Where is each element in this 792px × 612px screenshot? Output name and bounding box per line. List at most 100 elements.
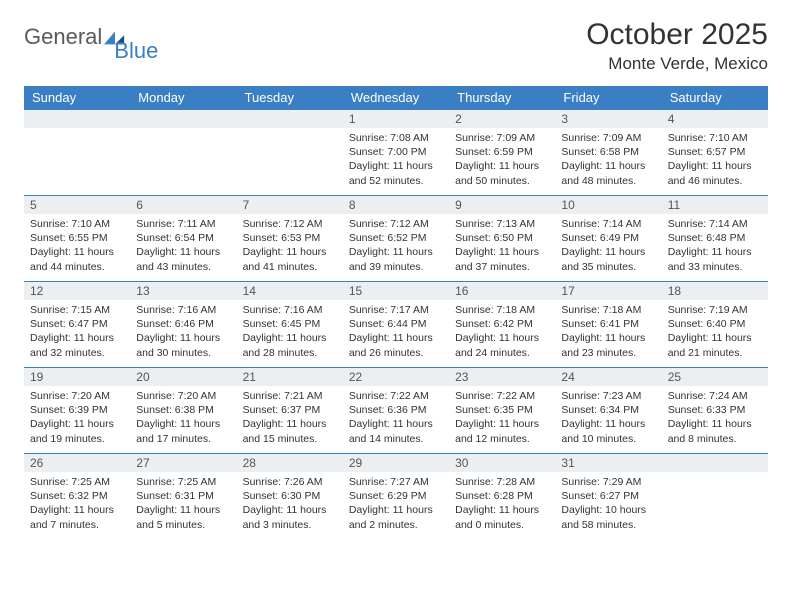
day-details — [24, 128, 130, 137]
calendar-day-cell: 21Sunrise: 7:21 AMSunset: 6:37 PMDayligh… — [237, 367, 343, 453]
day-details: Sunrise: 7:12 AMSunset: 6:52 PMDaylight:… — [343, 214, 449, 280]
day-detail-line: Sunset: 6:32 PM — [30, 489, 124, 503]
day-detail-line: and 0 minutes. — [455, 518, 549, 532]
day-detail-line: Sunset: 6:44 PM — [349, 317, 443, 331]
calendar-day-cell: 22Sunrise: 7:22 AMSunset: 6:36 PMDayligh… — [343, 367, 449, 453]
day-detail-line: Sunset: 6:48 PM — [668, 231, 762, 245]
day-details: Sunrise: 7:17 AMSunset: 6:44 PMDaylight:… — [343, 300, 449, 366]
day-detail-line: Daylight: 11 hours — [668, 159, 762, 173]
calendar-header-row: Sunday Monday Tuesday Wednesday Thursday… — [24, 86, 768, 109]
day-detail-line: Sunrise: 7:12 AM — [243, 217, 337, 231]
day-detail-line: Sunset: 6:30 PM — [243, 489, 337, 503]
day-detail-line: Sunset: 6:42 PM — [455, 317, 549, 331]
day-number: 28 — [237, 453, 343, 472]
day-details: Sunrise: 7:19 AMSunset: 6:40 PMDaylight:… — [662, 300, 768, 366]
day-number: 12 — [24, 281, 130, 300]
day-detail-line: Sunrise: 7:09 AM — [561, 131, 655, 145]
day-details: Sunrise: 7:25 AMSunset: 6:32 PMDaylight:… — [24, 472, 130, 538]
calendar-day-cell: 1Sunrise: 7:08 AMSunset: 7:00 PMDaylight… — [343, 109, 449, 195]
day-number: 18 — [662, 281, 768, 300]
day-detail-line: and 44 minutes. — [30, 260, 124, 274]
day-number: 4 — [662, 109, 768, 128]
day-details: Sunrise: 7:14 AMSunset: 6:49 PMDaylight:… — [555, 214, 661, 280]
calendar-day-cell: 27Sunrise: 7:25 AMSunset: 6:31 PMDayligh… — [130, 453, 236, 539]
day-detail-line: Daylight: 11 hours — [668, 245, 762, 259]
calendar-day-cell: 30Sunrise: 7:28 AMSunset: 6:28 PMDayligh… — [449, 453, 555, 539]
day-details: Sunrise: 7:26 AMSunset: 6:30 PMDaylight:… — [237, 472, 343, 538]
day-detail-line: and 30 minutes. — [136, 346, 230, 360]
calendar-day-cell: 12Sunrise: 7:15 AMSunset: 6:47 PMDayligh… — [24, 281, 130, 367]
day-detail-line: Sunset: 6:50 PM — [455, 231, 549, 245]
calendar-week-row: 26Sunrise: 7:25 AMSunset: 6:32 PMDayligh… — [24, 453, 768, 539]
day-detail-line: Sunrise: 7:18 AM — [561, 303, 655, 317]
day-detail-line: and 21 minutes. — [668, 346, 762, 360]
weekday-header: Sunday — [24, 86, 130, 109]
day-detail-line: Daylight: 11 hours — [243, 331, 337, 345]
day-details: Sunrise: 7:21 AMSunset: 6:37 PMDaylight:… — [237, 386, 343, 452]
day-detail-line: Sunrise: 7:26 AM — [243, 475, 337, 489]
calendar-day-cell: 2Sunrise: 7:09 AMSunset: 6:59 PMDaylight… — [449, 109, 555, 195]
day-detail-line: Daylight: 11 hours — [243, 245, 337, 259]
day-details — [237, 128, 343, 137]
day-detail-line: Daylight: 11 hours — [349, 331, 443, 345]
day-detail-line: Sunrise: 7:10 AM — [668, 131, 762, 145]
day-detail-line: Sunrise: 7:13 AM — [455, 217, 549, 231]
day-detail-line: Daylight: 11 hours — [30, 503, 124, 517]
day-detail-line: Sunset: 6:46 PM — [136, 317, 230, 331]
day-detail-line: Sunrise: 7:25 AM — [136, 475, 230, 489]
day-number — [24, 109, 130, 128]
day-details: Sunrise: 7:25 AMSunset: 6:31 PMDaylight:… — [130, 472, 236, 538]
day-details: Sunrise: 7:20 AMSunset: 6:39 PMDaylight:… — [24, 386, 130, 452]
calendar-day-cell: 4Sunrise: 7:10 AMSunset: 6:57 PMDaylight… — [662, 109, 768, 195]
weekday-header: Monday — [130, 86, 236, 109]
day-number: 8 — [343, 195, 449, 214]
calendar-day-cell: 5Sunrise: 7:10 AMSunset: 6:55 PMDaylight… — [24, 195, 130, 281]
day-number: 24 — [555, 367, 661, 386]
day-detail-line: and 17 minutes. — [136, 432, 230, 446]
day-number: 1 — [343, 109, 449, 128]
day-details: Sunrise: 7:24 AMSunset: 6:33 PMDaylight:… — [662, 386, 768, 452]
day-detail-line: Sunset: 6:37 PM — [243, 403, 337, 417]
day-detail-line: Sunrise: 7:25 AM — [30, 475, 124, 489]
calendar-day-cell: 9Sunrise: 7:13 AMSunset: 6:50 PMDaylight… — [449, 195, 555, 281]
day-detail-line: and 52 minutes. — [349, 174, 443, 188]
day-detail-line: Sunrise: 7:14 AM — [561, 217, 655, 231]
day-number: 14 — [237, 281, 343, 300]
day-details — [662, 472, 768, 481]
day-details: Sunrise: 7:13 AMSunset: 6:50 PMDaylight:… — [449, 214, 555, 280]
day-detail-line: and 8 minutes. — [668, 432, 762, 446]
day-detail-line: Sunset: 6:36 PM — [349, 403, 443, 417]
logo-text-blue: Blue — [114, 38, 158, 64]
day-number: 21 — [237, 367, 343, 386]
day-details: Sunrise: 7:08 AMSunset: 7:00 PMDaylight:… — [343, 128, 449, 194]
day-detail-line: Sunset: 6:41 PM — [561, 317, 655, 331]
day-number: 26 — [24, 453, 130, 472]
day-number: 6 — [130, 195, 236, 214]
day-detail-line: Sunset: 6:29 PM — [349, 489, 443, 503]
day-detail-line: and 41 minutes. — [243, 260, 337, 274]
day-number: 30 — [449, 453, 555, 472]
day-number: 19 — [24, 367, 130, 386]
day-detail-line: Daylight: 11 hours — [243, 503, 337, 517]
day-number: 9 — [449, 195, 555, 214]
day-detail-line: Daylight: 11 hours — [455, 417, 549, 431]
day-detail-line: Sunset: 6:58 PM — [561, 145, 655, 159]
day-detail-line: Sunrise: 7:20 AM — [30, 389, 124, 403]
day-detail-line: Sunset: 6:52 PM — [349, 231, 443, 245]
day-detail-line: Daylight: 11 hours — [561, 245, 655, 259]
calendar-day-cell: 26Sunrise: 7:25 AMSunset: 6:32 PMDayligh… — [24, 453, 130, 539]
day-number: 16 — [449, 281, 555, 300]
calendar-day-cell: 14Sunrise: 7:16 AMSunset: 6:45 PMDayligh… — [237, 281, 343, 367]
day-detail-line: Daylight: 11 hours — [30, 417, 124, 431]
day-detail-line: and 33 minutes. — [668, 260, 762, 274]
day-detail-line: and 23 minutes. — [561, 346, 655, 360]
day-detail-line: Daylight: 11 hours — [455, 503, 549, 517]
day-detail-line: Daylight: 11 hours — [349, 503, 443, 517]
day-number: 17 — [555, 281, 661, 300]
day-detail-line: and 46 minutes. — [668, 174, 762, 188]
day-detail-line: Daylight: 11 hours — [136, 417, 230, 431]
day-details: Sunrise: 7:15 AMSunset: 6:47 PMDaylight:… — [24, 300, 130, 366]
calendar-day-cell — [24, 109, 130, 195]
day-detail-line: Sunset: 6:40 PM — [668, 317, 762, 331]
day-detail-line: Sunrise: 7:12 AM — [349, 217, 443, 231]
